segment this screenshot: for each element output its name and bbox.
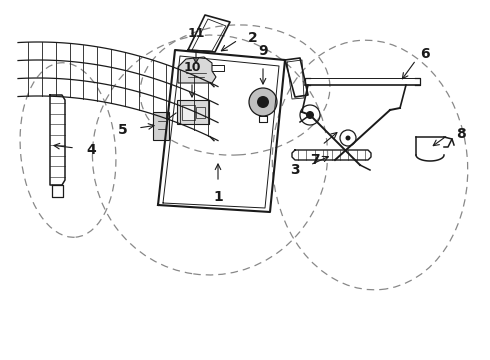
- FancyBboxPatch shape: [153, 112, 169, 140]
- Text: 7: 7: [310, 153, 320, 167]
- Text: 8: 8: [456, 127, 466, 141]
- Text: 11: 11: [187, 27, 205, 40]
- Text: 5: 5: [118, 123, 128, 137]
- Text: 2: 2: [248, 31, 258, 45]
- Polygon shape: [178, 57, 216, 83]
- Text: 10: 10: [183, 61, 201, 74]
- FancyBboxPatch shape: [196, 107, 204, 117]
- Circle shape: [306, 111, 314, 119]
- Text: 6: 6: [420, 47, 430, 61]
- Text: 4: 4: [86, 143, 96, 157]
- Text: 3: 3: [291, 163, 300, 177]
- Text: 1: 1: [213, 190, 223, 204]
- Circle shape: [257, 96, 269, 108]
- FancyBboxPatch shape: [177, 100, 209, 124]
- Circle shape: [249, 88, 277, 116]
- Text: 9: 9: [258, 44, 268, 58]
- FancyBboxPatch shape: [181, 104, 195, 120]
- Circle shape: [345, 135, 350, 140]
